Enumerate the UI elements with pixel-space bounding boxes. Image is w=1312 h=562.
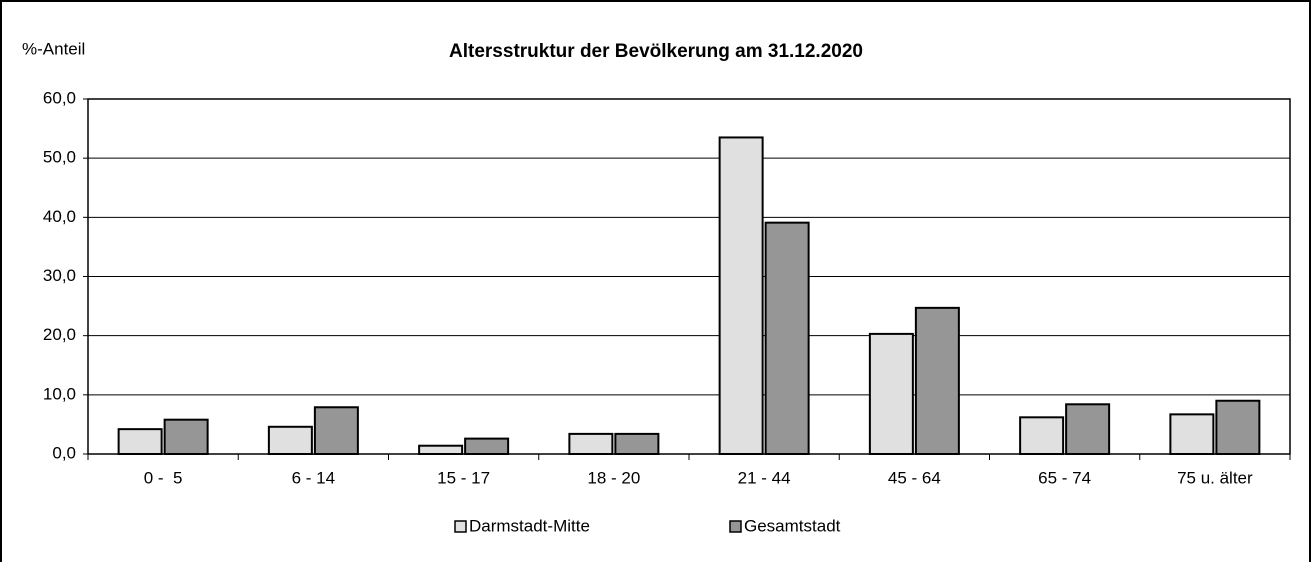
bar [1215,399,1261,455]
bar [267,425,313,455]
bar [868,332,914,455]
legend-swatch [454,520,467,533]
y-tick-label: 60,0 [43,88,76,107]
y-tick-label: 0,0 [52,443,76,462]
bar [163,418,209,455]
y-tick-label: 50,0 [43,148,76,167]
y-tick-label: 20,0 [43,325,76,344]
y-tick-label: 30,0 [43,266,76,285]
x-tick-label: 6 - 14 [292,468,335,487]
x-tick-label: 15 - 17 [437,468,490,487]
bar [1065,403,1111,455]
chart-title: Altersstruktur der Bevölkerung am 31.12.… [449,41,863,62]
y-axis-label: %-Anteil [22,39,85,58]
bar [568,432,614,455]
bar [1169,413,1215,456]
x-tick-label: 75 u. älter [1177,468,1253,487]
legend-swatch [729,520,742,533]
bar [614,432,660,455]
x-tick-label: 0 - 5 [144,468,183,487]
bar [418,444,464,456]
x-tick-label: 18 - 20 [587,468,640,487]
legend-label: Gesamtstadt [744,516,841,535]
bar [764,221,810,455]
x-tick-label: 21 - 44 [738,468,791,487]
y-tick-label: 40,0 [43,207,76,226]
bar [313,406,359,455]
x-tick-label: 45 - 64 [888,468,941,487]
bar [464,437,510,456]
y-tick-label: 10,0 [43,384,76,403]
bar [1019,416,1065,456]
bar [718,136,764,455]
bar [914,306,960,455]
bar [117,428,163,455]
x-tick-label: 65 - 74 [1038,468,1091,487]
legend-label: Darmstadt-Mitte [469,516,590,535]
